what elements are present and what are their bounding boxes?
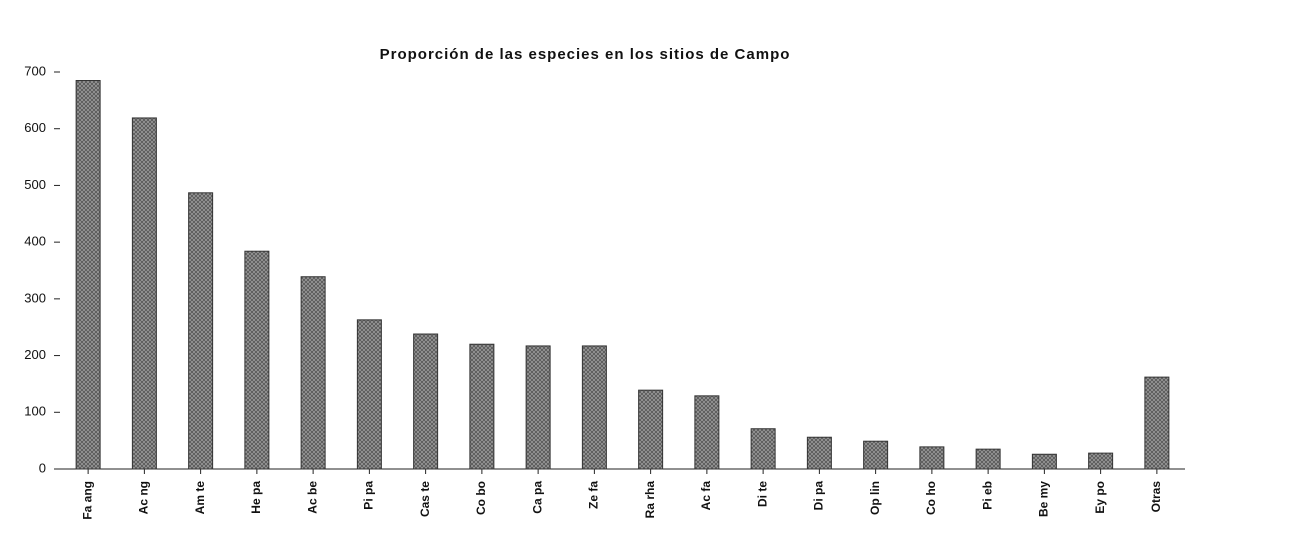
bar xyxy=(244,250,270,470)
y-tick-label: 500 xyxy=(24,177,46,192)
bar xyxy=(300,276,326,470)
y-tick-label: 300 xyxy=(24,290,46,305)
x-tick-label: Co ho xyxy=(924,481,938,515)
x-tick-label: Ac fa xyxy=(699,481,713,511)
bar xyxy=(131,117,157,470)
bar xyxy=(1144,376,1170,470)
x-tick-label: Be my xyxy=(1037,481,1051,517)
bar xyxy=(413,333,439,470)
x-tick-label: Ra rha xyxy=(643,481,657,519)
x-tick-label: Op lin xyxy=(868,481,882,515)
bar xyxy=(863,440,889,470)
y-tick-label: 200 xyxy=(24,347,46,362)
bar xyxy=(356,319,382,470)
bar xyxy=(469,343,495,470)
x-tick-label: Co bo xyxy=(474,481,488,515)
x-tick-label: Ze fa xyxy=(587,481,601,509)
x-tick-label: He pa xyxy=(249,481,263,514)
chart-title: Proporción de las especies en los sitios… xyxy=(380,46,791,63)
x-tick-label: Otras xyxy=(1149,481,1163,513)
y-tick-label: 0 xyxy=(39,460,46,475)
y-tick-label: 700 xyxy=(24,63,46,78)
x-tick-label: Di pa xyxy=(812,481,826,511)
bar xyxy=(525,345,551,470)
x-tick-label: Cas te xyxy=(418,481,432,517)
y-tick-label: 600 xyxy=(24,120,46,135)
x-tick-label: Pi pa xyxy=(362,481,376,510)
bar xyxy=(188,192,214,470)
x-tick-label: Ey po xyxy=(1093,481,1107,514)
bar xyxy=(1031,453,1057,470)
bar xyxy=(750,428,776,470)
bar xyxy=(581,345,607,470)
x-tick-label: Am te xyxy=(193,481,207,515)
x-tick-label: Pi eb xyxy=(980,481,994,510)
bar xyxy=(919,446,945,470)
bar xyxy=(694,395,720,470)
bar xyxy=(638,389,664,470)
x-tick-label: Ac be xyxy=(305,481,319,514)
x-tick-label: Di te xyxy=(755,481,769,507)
y-tick-label: 400 xyxy=(24,234,46,249)
bar xyxy=(975,448,1001,470)
bar xyxy=(75,80,101,470)
x-tick-label: Ca pa xyxy=(530,481,544,514)
y-tick-label: 100 xyxy=(24,404,46,419)
x-tick-label: Ac ng xyxy=(137,481,151,514)
x-tick-label: Fa ang xyxy=(80,481,94,520)
bar xyxy=(806,436,832,470)
bar xyxy=(1088,452,1114,470)
